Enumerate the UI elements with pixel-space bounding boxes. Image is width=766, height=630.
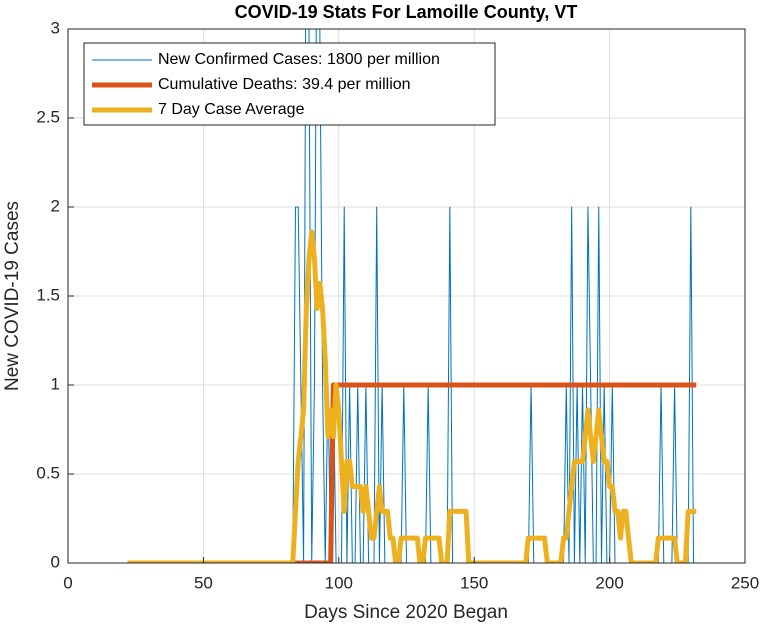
x-tick-label: 200 <box>595 573 623 592</box>
x-tick-label: 150 <box>460 573 488 592</box>
x-axis-label: Days Since 2020 Began <box>304 602 508 623</box>
plot-area <box>127 29 697 563</box>
y-tick-label: 1.5 <box>36 285 60 304</box>
y-tick-label: 3 <box>51 18 60 37</box>
y-tick-label: 2.5 <box>36 107 60 126</box>
ticks: 0 50 100 150 200 250 0 0.5 1 1.5 2 2.5 3 <box>36 18 759 592</box>
x-tick-label: 50 <box>194 573 213 592</box>
series-line <box>127 382 697 563</box>
x-tick-label: 0 <box>63 573 72 592</box>
series-line <box>127 29 697 563</box>
legend-label: Cumulative Deaths: 39.4 per million <box>158 76 411 93</box>
y-axis-label: New COVID-19 Cases <box>2 201 23 391</box>
x-tick-label: 250 <box>731 573 759 592</box>
legend-label: 7 Day Case Average <box>158 101 305 118</box>
y-tick-label: 0 <box>51 552 60 571</box>
chart-title: COVID-19 Stats For Lamoille County, VT <box>235 2 578 22</box>
y-tick-label: 1 <box>51 374 60 393</box>
y-tick-label: 2 <box>51 196 60 215</box>
x-tick-label: 100 <box>325 573 353 592</box>
legend: New Confirmed Cases: 1800 per million Cum… <box>83 42 496 126</box>
y-tick-label: 0.5 <box>36 463 60 482</box>
legend-box <box>83 42 496 126</box>
legend-label: New Confirmed Cases: 1800 per million <box>158 51 440 68</box>
series-line <box>127 229 697 563</box>
